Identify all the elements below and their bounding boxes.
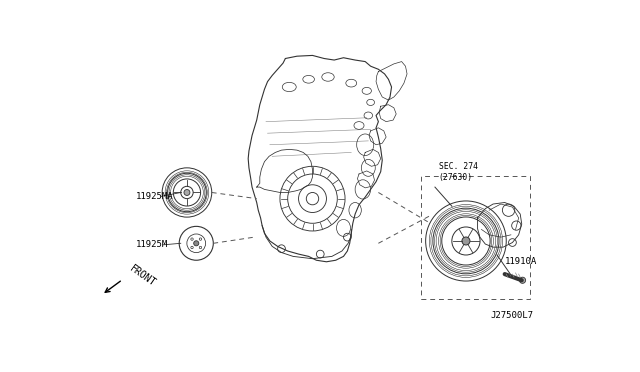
Circle shape [184, 189, 190, 195]
Text: FRONT: FRONT [128, 264, 158, 289]
Text: 11925MA: 11925MA [136, 192, 173, 201]
Text: 11925M: 11925M [136, 240, 168, 249]
Circle shape [194, 241, 199, 246]
Circle shape [520, 277, 525, 283]
Text: SEC. 274
(27630): SEC. 274 (27630) [439, 162, 478, 182]
Circle shape [462, 237, 470, 245]
Text: J27500L7: J27500L7 [490, 311, 533, 320]
Bar [421, 176, 529, 299]
Text: 11910A: 11910A [505, 257, 537, 266]
